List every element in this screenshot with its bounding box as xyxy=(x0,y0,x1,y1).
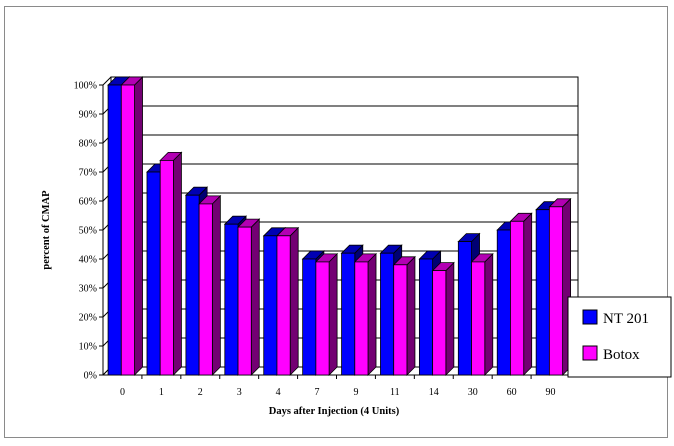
bar-side xyxy=(484,252,494,376)
x-tick-label: 14 xyxy=(429,387,439,398)
x-tick-label: 30 xyxy=(468,387,478,398)
bar-front xyxy=(548,206,564,376)
x-tick-label: 4 xyxy=(276,387,281,398)
x-tick-label: 90 xyxy=(546,387,556,398)
x-axis-title: Days after Injection (4 Units) xyxy=(269,406,400,417)
bar-botox xyxy=(198,194,222,376)
y-tick-label: 0% xyxy=(84,371,97,382)
bar-botox xyxy=(431,261,455,376)
legend-label-botox: Botox xyxy=(603,347,640,363)
bar-front xyxy=(354,261,369,376)
bar-front xyxy=(198,203,213,376)
bar-front xyxy=(302,258,317,376)
bar-front xyxy=(224,223,239,376)
y-tick-label: 60% xyxy=(79,197,97,208)
tick-labels: 0% 10% 20% 30% 40% 50% 60% 70% 80% 90% 100% 0 1 2 3 4 7 9… xyxy=(74,81,556,399)
bar-botox xyxy=(353,252,377,376)
bar-side xyxy=(250,218,260,376)
bar-front xyxy=(159,159,174,376)
bar-botox xyxy=(159,151,183,376)
y-tick-label: 90% xyxy=(79,110,97,121)
y-tick-label: 30% xyxy=(79,284,97,295)
bar-botox xyxy=(237,218,261,376)
bar-side xyxy=(328,252,338,376)
bar-botox xyxy=(314,252,339,376)
bar-botox xyxy=(392,255,416,376)
bar-front xyxy=(432,270,447,376)
axes xyxy=(99,84,570,379)
bar-botox xyxy=(548,197,572,376)
bar-front xyxy=(496,229,511,376)
bar-front xyxy=(457,241,472,376)
bars xyxy=(107,76,572,376)
bar-front xyxy=(237,226,252,376)
y-tick-label: 70% xyxy=(79,168,97,179)
bar-side xyxy=(173,151,182,376)
y-tick-label: 20% xyxy=(79,313,97,324)
bar-front xyxy=(341,252,356,376)
x-tick-label: 7 xyxy=(315,387,320,398)
bar-side xyxy=(523,212,533,376)
bar-front xyxy=(185,194,200,376)
bar-front xyxy=(393,264,408,376)
x-tick-label: 2 xyxy=(198,387,203,398)
bar-front xyxy=(120,84,135,376)
bar-side xyxy=(289,226,299,376)
bar-front xyxy=(418,258,434,376)
bar-front xyxy=(510,220,525,376)
bar-front xyxy=(535,209,550,376)
bar-front xyxy=(146,171,161,376)
x-tick-label: 0 xyxy=(120,387,125,398)
legend-label-nt201: NT 201 xyxy=(603,311,649,327)
x-tick-label: 11 xyxy=(390,387,400,398)
y-axis-title: percent of CMAP xyxy=(41,190,52,270)
bar-front xyxy=(315,261,330,376)
bar-side xyxy=(134,76,143,376)
gridline-depth xyxy=(102,76,112,86)
y-tick-label: 10% xyxy=(79,342,97,353)
bar-front xyxy=(471,261,486,376)
bar-side xyxy=(211,194,221,376)
x-tick-label: 1 xyxy=(159,387,164,398)
bar-botox xyxy=(120,76,144,376)
bar-botox xyxy=(509,212,533,376)
bar-side xyxy=(367,252,377,376)
legend-swatch-nt201 xyxy=(582,309,598,325)
y-tick-label: 100% xyxy=(74,81,97,92)
bar-front xyxy=(107,84,122,376)
x-tick-label: 60 xyxy=(507,387,517,398)
bar-botox xyxy=(275,226,300,376)
bar-side xyxy=(445,261,455,376)
y-tick-label: 50% xyxy=(79,226,97,237)
x-tick-label: 9 xyxy=(353,387,358,398)
bar-front xyxy=(276,235,291,376)
bar-front xyxy=(380,252,395,376)
legend-box xyxy=(567,296,672,378)
bar-front xyxy=(263,235,278,376)
x-tick-label: 3 xyxy=(237,387,242,398)
legend: NT 201 Botox xyxy=(567,296,672,378)
bar-botox xyxy=(470,252,494,376)
bar-side xyxy=(406,255,416,376)
legend-swatch-botox xyxy=(582,345,598,361)
y-tick-label: 80% xyxy=(79,139,97,150)
y-tick-label: 40% xyxy=(79,255,97,266)
